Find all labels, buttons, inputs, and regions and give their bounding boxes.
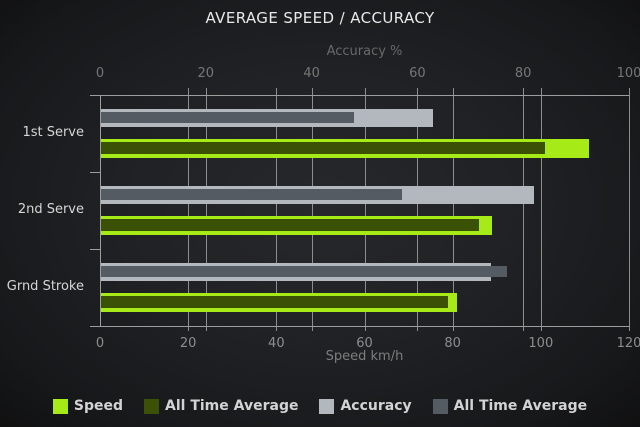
bottom-axis-tick-label: 40: [268, 336, 285, 351]
legend-label: Speed: [73, 398, 124, 414]
bar-accuracy_avg-grnd-stroke: [101, 266, 508, 277]
legend-entry: Speed: [52, 398, 124, 414]
bottom-axis-line: [100, 326, 629, 327]
gridline: [417, 88, 418, 331]
gridline: [312, 88, 313, 331]
top-axis-tick-label: 0: [95, 66, 105, 81]
gridline: [541, 88, 542, 331]
category-label: Grnd Stroke: [6, 279, 84, 294]
top-axis-tick-label: 80: [514, 66, 532, 81]
bottom-axis-tick-label: 80: [444, 336, 461, 351]
gridline: [206, 88, 207, 331]
chart-legend: Speed All Time Average Accuracy All Time Av…: [0, 396, 640, 416]
top-axis-tick-label: 100: [616, 66, 640, 81]
bottom-axis-tick-label: 60: [356, 336, 373, 351]
top-axis-line: [100, 95, 629, 96]
top-axis-tick-label: 20: [197, 66, 215, 81]
legend-swatch-all-time-average: [432, 398, 448, 414]
bar-accuracy_avg-1st-serve: [101, 112, 354, 123]
gridline: [453, 88, 454, 331]
legend-label: Accuracy: [340, 398, 412, 414]
top-axis-title: Accuracy %: [326, 44, 403, 59]
category-boundary-tick: [90, 172, 100, 173]
legend-entry: All Time Average: [144, 398, 298, 414]
category-boundary-tick: [90, 95, 100, 96]
legend-swatch-speed: [52, 398, 68, 414]
top-axis-tick-label: 60: [409, 66, 426, 81]
bar-speed_avg-grnd-stroke: [101, 296, 449, 308]
legend-swatch-accuracy: [319, 398, 335, 414]
bar-speed_avg-2nd-serve: [101, 219, 480, 231]
legend-swatch-all-time-average: [144, 398, 160, 414]
category-label: 2nd Serve: [17, 202, 84, 217]
gridline: [365, 88, 366, 331]
gridline: [276, 88, 277, 331]
gridline: [188, 88, 189, 331]
legend-label: All Time Average: [453, 398, 588, 414]
bottom-axis-tick-label: 0: [95, 336, 105, 351]
left-axis-line: [100, 95, 101, 326]
category-label: 1st Serve: [22, 125, 84, 140]
legend-label: All Time Average: [165, 398, 299, 414]
category-boundary-tick: [90, 326, 100, 327]
category-boundary-tick: [90, 249, 100, 250]
bottom-axis-tick-label: 20: [179, 336, 197, 351]
bottom-axis-tick-label: 100: [528, 336, 554, 351]
top-axis-tick-label: 40: [303, 66, 320, 81]
gridline: [523, 88, 524, 331]
chart-title: AVERAGE SPEED / ACCURACY: [205, 9, 435, 27]
gridline: [629, 88, 630, 331]
legend-entry: Accuracy: [319, 398, 412, 414]
bottom-axis-title: Speed km/h: [325, 349, 404, 364]
bottom-axis-tick-label: 120: [616, 336, 640, 351]
bar-accuracy_avg-2nd-serve: [101, 189, 402, 200]
bar-speed_avg-1st-serve: [101, 142, 546, 154]
legend-entry: All Time Average: [432, 398, 588, 414]
